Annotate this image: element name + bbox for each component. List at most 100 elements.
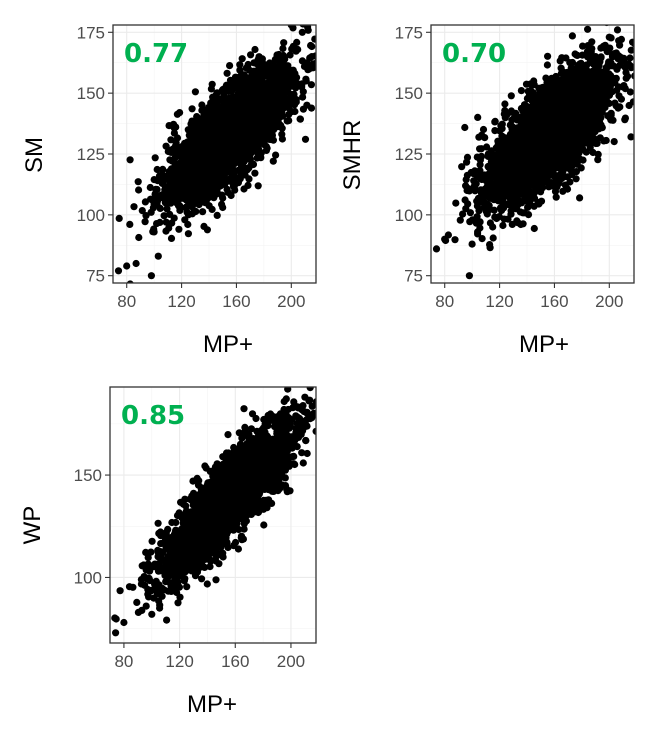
scatter-point [544, 52, 552, 60]
scatter-point [213, 211, 221, 219]
scatter-point [254, 182, 262, 190]
scatter-point [207, 99, 215, 107]
scatter-point [629, 98, 634, 106]
scatter-point [160, 212, 168, 220]
x-tick-label: 80 [117, 292, 136, 311]
scatter-point [219, 103, 227, 111]
scatter-point [218, 192, 226, 200]
scatter-point [519, 220, 527, 228]
scatter-point [207, 85, 215, 93]
scatter-point [269, 157, 277, 165]
scatter-point [573, 51, 581, 60]
scatter-point [259, 95, 267, 103]
scatter-point [203, 187, 211, 195]
scatter-point [247, 123, 255, 132]
scatter-point [275, 50, 283, 59]
scatter-point [281, 94, 289, 102]
scatter-point [135, 186, 143, 194]
scatter-point [244, 60, 252, 69]
scatter-point [249, 160, 257, 169]
y-axis-title: SM [21, 137, 48, 173]
scatter-point [610, 138, 618, 146]
scatter-point [236, 61, 244, 69]
scatter-point [167, 199, 175, 207]
scatter-point [163, 205, 171, 213]
scatter-point [650, 38, 655, 45]
scatter-point [222, 131, 230, 139]
scatter-point [255, 69, 263, 77]
scatter-point [217, 179, 225, 187]
scatter-point [184, 220, 192, 229]
scatter-point [222, 117, 230, 125]
y-tick-label: 100 [77, 206, 105, 225]
scatter-point [276, 79, 284, 87]
scatter-point [594, 156, 602, 164]
scatter-point [166, 148, 174, 156]
scatter-point [252, 133, 260, 141]
scatter-point [257, 149, 265, 157]
scatter-point [629, 38, 634, 46]
scatter-point [260, 126, 268, 134]
correlation-label: 0.77 [124, 39, 188, 69]
x-tick-label: 200 [277, 292, 305, 311]
scatter-point [210, 143, 218, 151]
scatter-point [231, 186, 239, 194]
scatter-point [291, 45, 299, 53]
scatter-point [238, 75, 246, 83]
scatter-point [156, 204, 164, 212]
scatter-point [568, 32, 577, 40]
scatter-point [261, 69, 269, 77]
scatter-point [170, 171, 178, 179]
scatter-point [184, 126, 192, 134]
scatter-point [197, 147, 205, 155]
scatter-point [224, 84, 232, 92]
scatter-point [236, 87, 244, 96]
scatter-point [249, 99, 257, 107]
scatter-point [192, 189, 200, 197]
scatter-point [236, 66, 244, 74]
scatter-point [205, 138, 213, 146]
scatter-point [202, 197, 210, 206]
scatter-point [520, 101, 529, 109]
scatter-point [237, 146, 245, 154]
scatter-point [501, 114, 509, 122]
scatter-point [279, 112, 287, 120]
scatter-points [432, 25, 655, 280]
x-tick-label: 120 [167, 292, 195, 311]
scatter-point [115, 214, 123, 222]
scatter-point [279, 44, 287, 53]
scatter-point [146, 183, 154, 192]
scatter-point [206, 175, 214, 183]
scatter-point [241, 139, 249, 147]
scatter-point [126, 280, 134, 283]
scatter-point [260, 115, 269, 123]
scatter-point [307, 104, 316, 112]
scatter-point [234, 129, 242, 138]
scatter-point [251, 112, 259, 120]
scatter-point [250, 87, 258, 95]
scatter-point [285, 117, 293, 125]
scatter-point [247, 51, 255, 59]
scatter-point [199, 133, 207, 142]
scatter-point [278, 135, 286, 143]
scatter-point [280, 39, 288, 47]
scatter-point [227, 143, 235, 151]
scatter-point [317, 36, 324, 43]
scatter-point [142, 212, 150, 220]
scatter-point [245, 93, 253, 101]
scatter-point [237, 119, 245, 127]
y-tick-label: 125 [77, 145, 105, 164]
scatter-point [134, 178, 142, 186]
scatter-point [283, 77, 291, 85]
scatter-point [265, 107, 273, 115]
scatter-point [275, 71, 283, 80]
scatter-point [300, 62, 309, 70]
scatter-point [213, 120, 221, 128]
scatter-point [221, 168, 229, 176]
scatter-point [458, 163, 466, 171]
scatter-point [201, 106, 209, 114]
scatter-point [551, 187, 560, 195]
y-tick-label: 175 [77, 23, 105, 42]
